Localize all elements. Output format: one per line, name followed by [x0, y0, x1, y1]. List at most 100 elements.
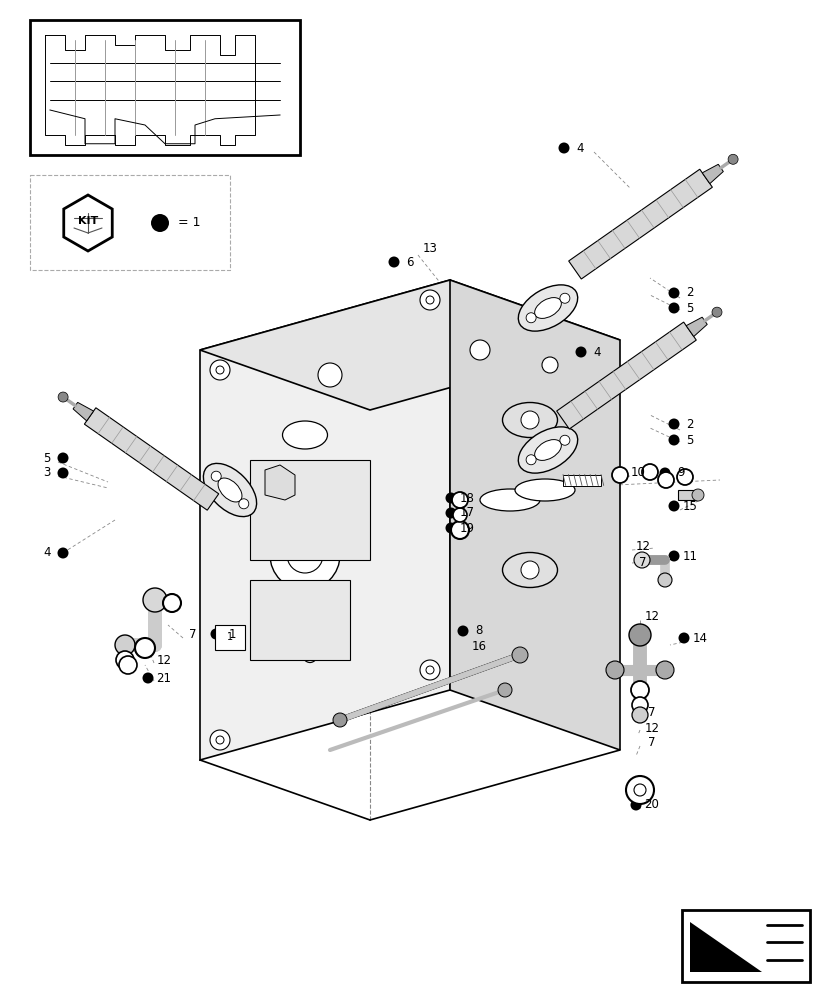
Circle shape — [419, 290, 439, 310]
Circle shape — [630, 681, 648, 699]
Circle shape — [318, 363, 342, 387]
Polygon shape — [200, 280, 619, 410]
Polygon shape — [701, 164, 723, 184]
Circle shape — [667, 302, 679, 314]
Circle shape — [667, 288, 679, 298]
Circle shape — [270, 520, 340, 590]
Text: 21: 21 — [156, 672, 171, 684]
Polygon shape — [73, 402, 93, 421]
Text: 1: 1 — [228, 628, 236, 641]
Circle shape — [445, 508, 456, 518]
Polygon shape — [265, 465, 294, 500]
Ellipse shape — [218, 478, 241, 502]
Text: 5: 5 — [686, 302, 693, 314]
Circle shape — [388, 256, 399, 267]
Circle shape — [57, 548, 69, 558]
Polygon shape — [556, 322, 696, 429]
Circle shape — [611, 467, 627, 483]
Ellipse shape — [301, 638, 318, 662]
Text: = 1: = 1 — [178, 217, 200, 230]
Ellipse shape — [502, 552, 557, 587]
Text: 19: 19 — [459, 522, 474, 534]
Circle shape — [211, 471, 221, 481]
Text: 4: 4 — [43, 546, 50, 560]
Ellipse shape — [514, 479, 574, 501]
Circle shape — [210, 360, 230, 380]
Polygon shape — [686, 317, 706, 337]
Circle shape — [575, 347, 586, 358]
Circle shape — [216, 366, 224, 374]
Circle shape — [332, 713, 347, 727]
Bar — [215, 625, 245, 650]
Circle shape — [633, 552, 649, 568]
Circle shape — [542, 357, 557, 373]
Ellipse shape — [534, 440, 561, 460]
Text: 12: 12 — [635, 540, 650, 552]
Circle shape — [677, 633, 689, 644]
Circle shape — [676, 469, 692, 485]
Circle shape — [558, 142, 569, 153]
Ellipse shape — [480, 489, 539, 511]
Circle shape — [445, 492, 456, 504]
Circle shape — [238, 499, 248, 509]
Circle shape — [667, 550, 679, 562]
Bar — [562, 475, 600, 486]
Circle shape — [641, 464, 657, 480]
Circle shape — [452, 508, 466, 522]
Text: 12: 12 — [156, 654, 171, 666]
Circle shape — [135, 638, 155, 658]
Circle shape — [658, 468, 670, 479]
Text: 17: 17 — [459, 506, 474, 520]
Polygon shape — [449, 280, 619, 750]
Text: 7: 7 — [638, 556, 646, 568]
Polygon shape — [200, 280, 449, 760]
Polygon shape — [64, 195, 112, 251]
Circle shape — [629, 800, 641, 810]
Text: 11: 11 — [681, 550, 696, 562]
Text: 7: 7 — [648, 706, 655, 718]
Circle shape — [115, 635, 135, 655]
Circle shape — [216, 736, 224, 744]
Circle shape — [470, 340, 490, 360]
Circle shape — [143, 588, 167, 612]
Circle shape — [629, 624, 650, 646]
Bar — [677, 490, 696, 500]
Circle shape — [525, 455, 535, 465]
Circle shape — [631, 707, 648, 723]
Circle shape — [559, 435, 569, 445]
Ellipse shape — [534, 298, 561, 318]
Circle shape — [419, 660, 439, 680]
Text: 4: 4 — [592, 346, 600, 359]
Text: 6: 6 — [406, 255, 414, 268]
Text: 16: 16 — [471, 641, 486, 654]
Circle shape — [711, 307, 721, 317]
Text: 9: 9 — [676, 466, 684, 480]
Circle shape — [559, 293, 569, 303]
Text: 7: 7 — [648, 736, 655, 750]
Circle shape — [457, 626, 468, 637]
Text: 13: 13 — [422, 241, 437, 254]
Bar — [681, 910, 809, 982]
Circle shape — [57, 468, 69, 479]
Circle shape — [58, 392, 68, 402]
Circle shape — [116, 651, 134, 669]
Circle shape — [657, 573, 672, 587]
Circle shape — [520, 561, 538, 579]
Circle shape — [525, 313, 535, 323]
Bar — [250, 460, 370, 560]
Text: 10: 10 — [630, 466, 645, 480]
Circle shape — [425, 666, 433, 674]
Text: 15: 15 — [681, 499, 696, 512]
Circle shape — [633, 784, 645, 796]
Text: 1: 1 — [227, 632, 232, 642]
Ellipse shape — [203, 463, 256, 517]
Text: 7: 7 — [189, 628, 197, 641]
Circle shape — [655, 661, 673, 679]
Circle shape — [657, 472, 673, 488]
Circle shape — [119, 656, 136, 674]
Polygon shape — [689, 922, 761, 972]
Bar — [30, 20, 299, 155]
Text: 20: 20 — [643, 798, 658, 812]
Circle shape — [667, 418, 679, 430]
Ellipse shape — [502, 402, 557, 438]
